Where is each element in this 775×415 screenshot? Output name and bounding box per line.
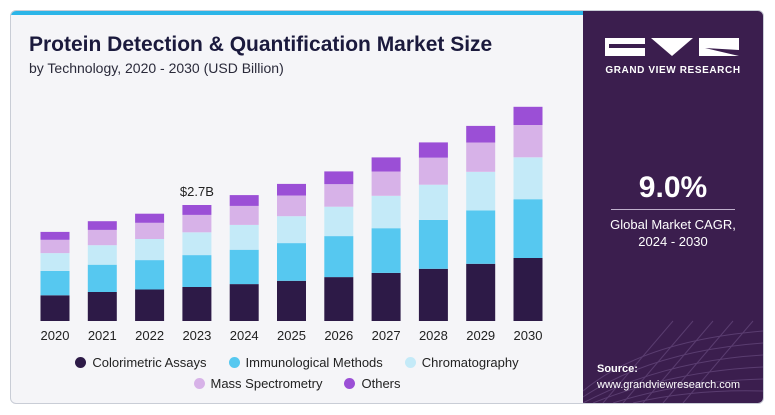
- bar-segment-mass-spectrometry-2027: [371, 171, 401, 196]
- legend-label: Immunological Methods: [245, 355, 383, 370]
- bar-segment-chromatography-2020: [40, 253, 70, 271]
- bar-segment-mass-spectrometry-2020: [40, 239, 70, 254]
- bar-segment-mass-spectrometry-2030: [513, 125, 543, 158]
- bar-segment-others-2021: [87, 221, 117, 230]
- bar-segment-chromatography-2030: [513, 157, 543, 200]
- bar-segment-mass-spectrometry-2028: [418, 157, 448, 185]
- bar-segment-others-2030: [513, 106, 543, 125]
- bar-segment-colorimetric-assays-2022: [135, 289, 165, 321]
- legend-swatch: [404, 357, 416, 368]
- bar-segment-chromatography-2022: [135, 239, 165, 261]
- x-tick-label-2029: 2029: [466, 328, 495, 343]
- bar-segment-immunological-methods-2028: [418, 219, 448, 269]
- bar-segment-others-2028: [418, 142, 448, 158]
- bar-segment-others-2027: [371, 157, 401, 172]
- chart-subtitle: by Technology, 2020 - 2030 (USD Billion): [29, 60, 284, 76]
- cagr-label-line1: Global Market CAGR,: [610, 217, 736, 232]
- bar-segment-immunological-methods-2027: [371, 228, 401, 273]
- x-tick-label-2025: 2025: [277, 328, 306, 343]
- x-tick-label-2028: 2028: [419, 328, 448, 343]
- bar-segment-mass-spectrometry-2024: [229, 205, 259, 225]
- bar-segment-colorimetric-assays-2025: [277, 280, 306, 321]
- chart-card: Protein Detection & Quantification Marke…: [10, 10, 764, 404]
- x-tick-label-2022: 2022: [135, 328, 164, 343]
- bar-segment-colorimetric-assays-2023: [182, 287, 212, 321]
- x-tick-label-2030: 2030: [514, 328, 543, 343]
- x-tick-label-2027: 2027: [372, 328, 401, 343]
- x-tick-label-2021: 2021: [88, 328, 117, 343]
- side-panel: GRAND VIEW RESEARCH 9.0% Global Market C…: [583, 11, 763, 403]
- bar-segment-others-2029: [466, 125, 496, 143]
- brand-name: GRAND VIEW RESEARCH: [605, 65, 741, 76]
- x-tick-label-2026: 2026: [324, 328, 353, 343]
- bar-segment-others-2022: [135, 213, 165, 223]
- bar-segment-others-2023: [182, 205, 212, 215]
- cagr-value: 9.0%: [638, 171, 708, 204]
- gvr-logo: [605, 38, 739, 56]
- bar-segment-mass-spectrometry-2025: [277, 195, 306, 217]
- stacked-bar-chart: 2020 2021 2022 2023 $2.7B 2024 2025 2026 2027 202…: [40, 106, 543, 343]
- legend-label: Chromatography: [421, 355, 519, 370]
- bar-segment-colorimetric-assays-2024: [229, 284, 259, 321]
- bar-segment-mass-spectrometry-2022: [135, 222, 165, 239]
- legend: Colorimetric Assays Immunological Methods…: [11, 355, 583, 397]
- divider: [611, 209, 735, 210]
- bar-segment-immunological-methods-2021: [87, 264, 117, 292]
- bar-segment-colorimetric-assays-2030: [513, 258, 543, 321]
- bar-segment-others-2025: [277, 183, 306, 196]
- chart-title: Protein Detection & Quantification Marke…: [29, 33, 493, 56]
- decorative-lines: [583, 320, 763, 403]
- bar-segment-immunological-methods-2029: [466, 210, 496, 264]
- legend-label: Mass Spectrometry: [210, 376, 323, 391]
- cagr-label: Global Market CAGR, 2024 - 2030: [583, 216, 763, 250]
- bar-segment-mass-spectrometry-2029: [466, 142, 496, 172]
- bar-segment-chromatography-2023: [182, 232, 212, 256]
- bar-segment-immunological-methods-2024: [229, 249, 259, 285]
- data-label-2023: $2.7B: [180, 184, 214, 199]
- source-url[interactable]: www.grandviewresearch.com: [597, 379, 741, 391]
- bar-segment-immunological-methods-2026: [324, 236, 354, 278]
- x-tick-label-2020: 2020: [41, 328, 70, 343]
- bar-segment-mass-spectrometry-2023: [182, 214, 212, 233]
- legend-label: Others: [361, 376, 401, 391]
- legend-item-mass-spectrometry: Mass Spectrometry: [193, 376, 323, 391]
- bar-segment-chromatography-2027: [371, 195, 401, 229]
- legend-swatch: [193, 378, 205, 389]
- bar-segment-immunological-methods-2023: [182, 255, 212, 287]
- bar-segment-others-2020: [40, 231, 70, 240]
- legend-item-colorimetric-assays: Colorimetric Assays: [75, 355, 207, 370]
- bar-segment-colorimetric-assays-2029: [466, 263, 496, 321]
- legend-item-others: Others: [344, 376, 401, 391]
- legend-swatch: [228, 357, 240, 368]
- bar-segment-immunological-methods-2022: [135, 260, 165, 290]
- x-tick-label-2024: 2024: [230, 328, 259, 343]
- bar-segment-others-2024: [229, 195, 259, 206]
- bar-segment-colorimetric-assays-2026: [324, 277, 354, 321]
- legend-item-chromatography: Chromatography: [404, 355, 519, 370]
- bar-segment-mass-spectrometry-2026: [324, 184, 354, 207]
- bar-segment-colorimetric-assays-2028: [418, 268, 448, 321]
- bar-segment-immunological-methods-2020: [40, 270, 70, 296]
- bar-segment-chromatography-2024: [229, 224, 259, 250]
- bar-segment-immunological-methods-2025: [277, 243, 306, 281]
- legend-swatch: [75, 357, 87, 368]
- bar-segment-colorimetric-assays-2021: [87, 292, 117, 321]
- bar-segment-mass-spectrometry-2021: [87, 229, 117, 246]
- bar-segment-colorimetric-assays-2027: [371, 272, 401, 321]
- bar-segment-colorimetric-assays-2020: [40, 295, 70, 321]
- bar-segment-chromatography-2026: [324, 206, 354, 237]
- cagr-label-line2: 2024 - 2030: [638, 234, 708, 249]
- bar-segment-chromatography-2025: [277, 216, 306, 244]
- bar-segment-chromatography-2021: [87, 245, 117, 265]
- source-label: Source:: [597, 363, 638, 375]
- legend-swatch: [344, 378, 356, 389]
- x-tick-label-2023: 2023: [182, 328, 211, 343]
- legend-item-immunological-methods: Immunological Methods: [228, 355, 383, 370]
- bar-segment-others-2026: [324, 171, 354, 185]
- bar-segment-chromatography-2028: [418, 184, 448, 220]
- bar-segment-immunological-methods-2030: [513, 199, 543, 258]
- bar-segment-chromatography-2029: [466, 171, 496, 211]
- legend-label: Colorimetric Assays: [92, 355, 207, 370]
- accent-bar: [11, 11, 583, 15]
